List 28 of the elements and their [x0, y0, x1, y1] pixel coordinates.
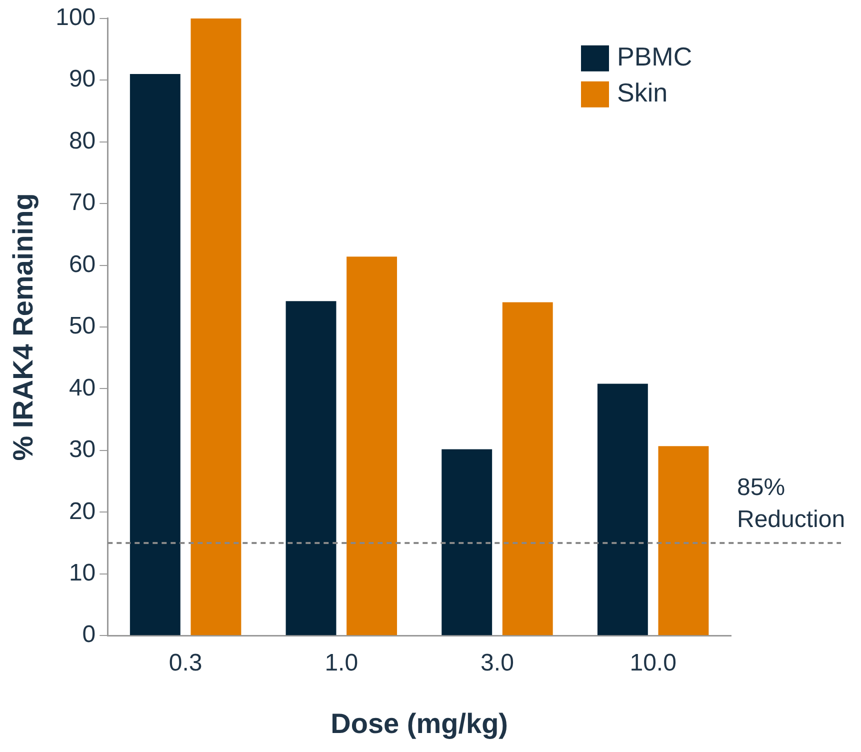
y-tick-label: 40	[68, 374, 96, 402]
x-tick-label: 1.0	[324, 650, 358, 677]
bar	[346, 256, 398, 636]
bar	[190, 18, 242, 636]
y-axis-title: % IRAK4 Remaining	[8, 193, 39, 461]
legend-label: Skin	[617, 78, 668, 108]
y-tick-label: 60	[68, 250, 96, 278]
legend-label: PBMC	[617, 42, 692, 72]
y-tick-label: 30	[68, 436, 96, 464]
y-tick-label: 100	[56, 4, 96, 32]
x-tick-label: 10.0	[630, 650, 676, 677]
y-tick-label: 50	[68, 312, 96, 340]
bar	[130, 74, 180, 636]
x-tick-label: 3.0	[480, 650, 514, 677]
bar	[658, 446, 709, 636]
ref-line-label: 85% Reduction	[737, 474, 846, 534]
bar	[442, 449, 492, 636]
bar	[597, 384, 648, 636]
y-tick-label: 90	[68, 66, 96, 93]
bar	[502, 302, 553, 636]
y-tick-label: 80	[68, 127, 96, 154]
y-tick-label: 10	[68, 560, 96, 587]
y-tick-label: 0	[82, 621, 96, 648]
bar	[286, 301, 336, 636]
y-tick-label: 20	[68, 498, 96, 525]
x-tick-label: 0.3	[168, 650, 202, 677]
y-tick-label: 70	[68, 189, 96, 216]
x-axis-title: Dose (mg/kg)	[330, 708, 508, 739]
